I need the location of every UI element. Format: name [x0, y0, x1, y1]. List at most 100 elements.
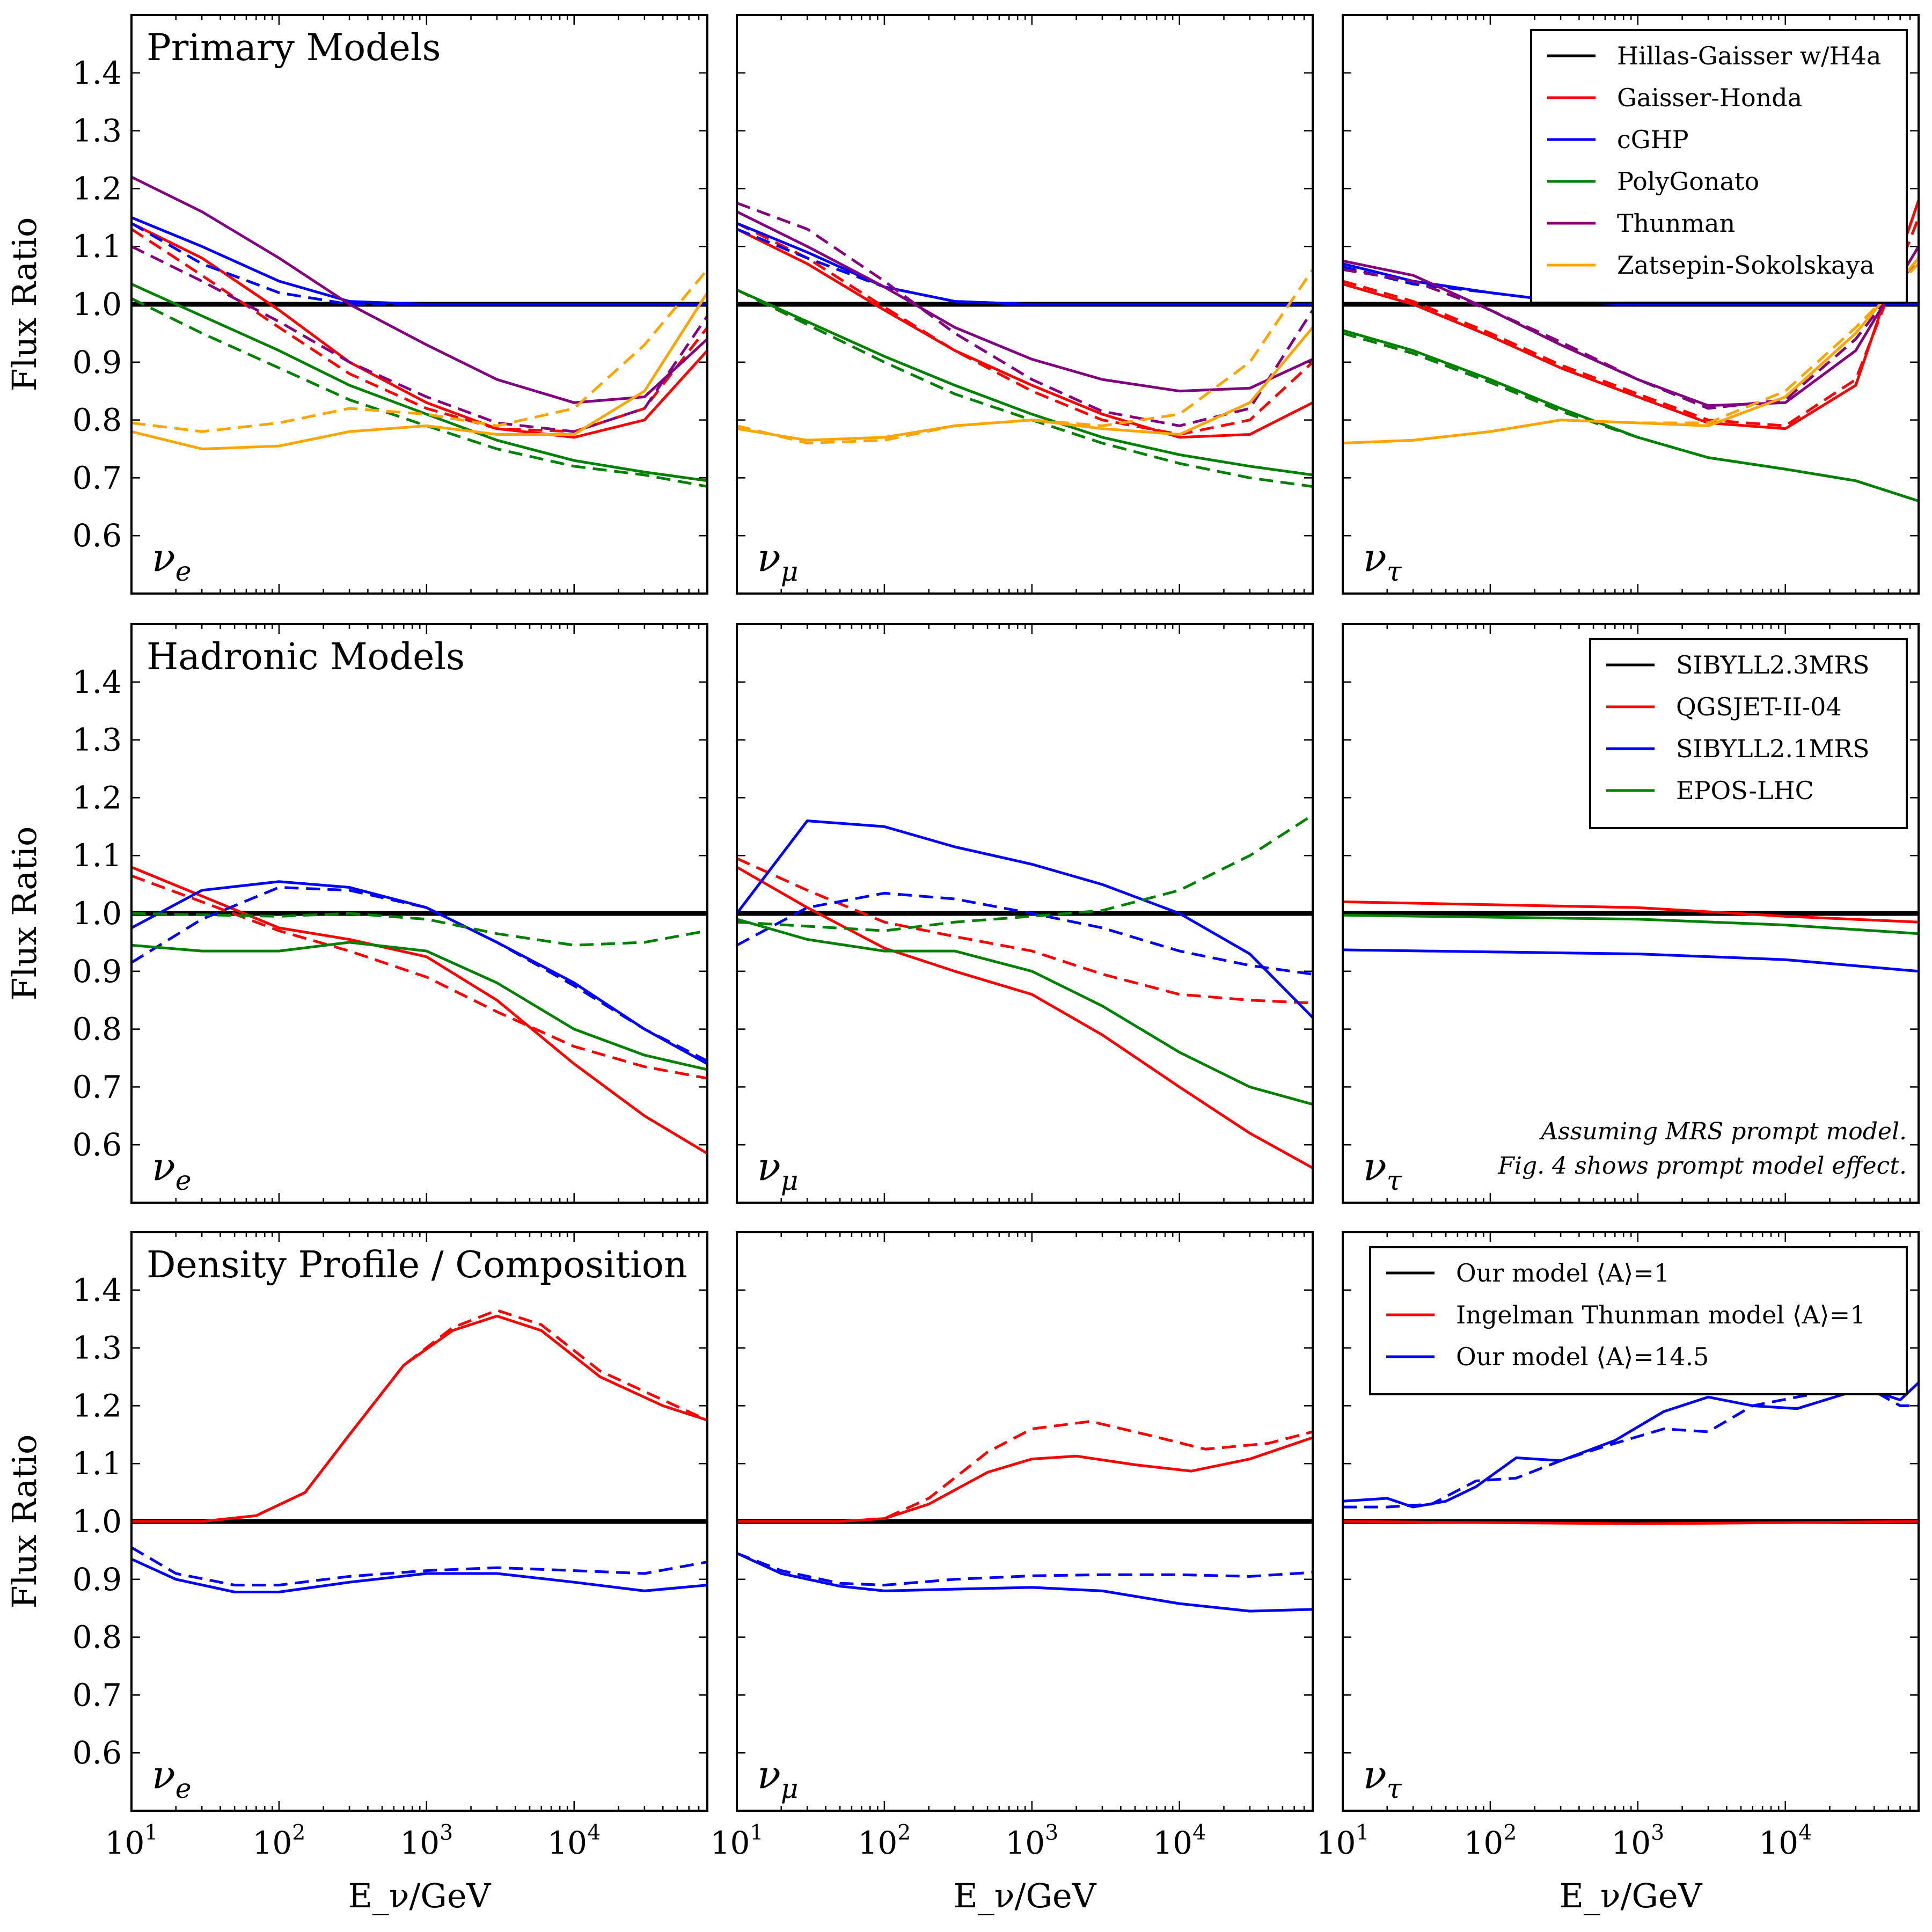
series-line-3-dashed [131, 228, 707, 433]
series-line-2-solid [737, 866, 1313, 1169]
legend-box [1589, 638, 1908, 829]
flavor-label: νe [152, 1752, 192, 1804]
series-group [737, 201, 1313, 488]
legend-label: Our model ⟨A⟩=14.5 [1456, 1342, 1709, 1371]
y-tick-label: 1.2 [72, 1387, 122, 1424]
panel-r1-c1: 0.6 0.7 0.8 0.9 1.0 1.1 1.2 1.3 1.4 νe Primary Mod… [5, 14, 708, 595]
y-tick-label: 1.0 [72, 286, 122, 323]
x-tick-label-exp: 2 [1503, 1820, 1517, 1845]
series-line-6-solid [131, 941, 707, 1071]
series-line-4-solid [737, 1552, 1313, 1613]
y-tick-label: 1.1 [72, 837, 122, 874]
series-line-3-dashed [737, 1420, 1313, 1523]
y-tick-label: 0.9 [72, 953, 122, 990]
series-line-5-dashed [131, 1546, 707, 1587]
y-tick-label: 0.9 [72, 344, 122, 380]
legend-label: QGSJET-II-04 [1676, 692, 1842, 721]
y-tick-label: 0.9 [72, 1561, 122, 1598]
legend-label: Gaisser-Honda [1617, 83, 1802, 112]
x-tick-label-base: 10 [858, 1825, 897, 1861]
series-group [131, 175, 707, 488]
y-tick-label: 1.4 [72, 1272, 122, 1308]
legend-label: SIBYLL2.3MRS [1676, 650, 1870, 679]
panel-r2-c3: ντ SIBYLL2.3MRS QGSJET-II-04 SIBYLL2.1MRS EP… [1342, 623, 1920, 1204]
legend-label: SIBYLL2.1MRS [1676, 734, 1870, 763]
legend-label: PolyGonato [1617, 167, 1759, 196]
y-tick-label: 0.8 [72, 402, 122, 438]
legend-label: Our model ⟨A⟩=1 [1456, 1258, 1670, 1287]
flavor-label: ντ [1363, 535, 1402, 587]
series-group [1343, 900, 1919, 973]
x-tick-label-base: 10 [105, 1825, 145, 1861]
series-line-3-dashed [737, 222, 1313, 436]
series-line-7-dashed [1343, 332, 1919, 502]
y-tick-label: 0.6 [72, 1735, 122, 1771]
y-tick-label: 1.3 [72, 113, 122, 149]
x-tick-label-exp: 1 [144, 1820, 158, 1845]
x-tick-label-exp: 1 [1356, 1820, 1369, 1845]
x-tick-label-base: 10 [400, 1825, 440, 1861]
x-tick-label-exp: 3 [1045, 1820, 1058, 1845]
series-line-11-dashed [737, 268, 1313, 445]
x-tick-label-exp: 1 [750, 1820, 763, 1845]
flavor-label-base: ν [152, 1144, 175, 1189]
series-line-8-solid [737, 210, 1313, 393]
series-line-2-solid [737, 228, 1313, 439]
x-tick-label-exp: 2 [292, 1820, 305, 1845]
x-tick-label: 103 [1005, 1820, 1058, 1861]
flavor-label-sub: μ [781, 1165, 799, 1196]
flavor-label-base: ν [757, 1144, 781, 1189]
y-tick-label: 0.6 [72, 1126, 122, 1163]
x-tick-label: 103 [1611, 1820, 1664, 1861]
x-tick-label: 102 [1463, 1820, 1517, 1861]
y-tick-label: 1.0 [72, 895, 122, 932]
y-tick-label: 1.0 [72, 1503, 122, 1540]
y-tick-label: 0.8 [72, 1619, 122, 1656]
series-line-5-dashed [131, 886, 707, 1063]
legend-label: Zatsepin-Sokolskaya [1617, 251, 1875, 280]
x-tick-label-exp: 4 [1192, 1820, 1206, 1845]
y-tick-label: 1.1 [72, 228, 122, 265]
series-line-4-solid [737, 819, 1313, 1019]
series-group [737, 814, 1313, 1169]
flavor-label-base: ν [152, 535, 175, 580]
y-tick-label: 1.4 [72, 55, 122, 91]
y-tick-label: 0.6 [72, 517, 122, 554]
annotation-note: Assuming MRS prompt model. [1539, 1118, 1907, 1145]
series-line-8-solid [1343, 245, 1919, 407]
flavor-label-sub: e [175, 1773, 192, 1804]
series-line-2-solid [131, 866, 707, 1155]
series-line-10-solid [737, 326, 1313, 442]
series-group [1343, 200, 1919, 502]
legend-label: Thunman [1617, 209, 1735, 238]
series-line-5-dashed [131, 222, 707, 306]
legend: Hillas-Gaisser w/H4a Gaisser-Honda cGHP Pol… [1530, 29, 1908, 304]
flavor-label-sub: e [175, 1165, 192, 1196]
series-line-4-solid [131, 216, 707, 306]
flavor-label: νμ [757, 535, 799, 587]
panel-frame [1342, 623, 1920, 1204]
x-axis-label: E_ν/GeV [1560, 1876, 1703, 1915]
x-axis-label: E_ν/GeV [348, 1876, 492, 1915]
y-tick-label: 1.4 [72, 664, 122, 700]
series-line-10-solid [131, 292, 707, 450]
series-line-4-solid [131, 1557, 707, 1593]
y-tick-label: 0.7 [72, 459, 122, 496]
x-tick-label: 101 [711, 1820, 764, 1861]
series-line-2-solid [131, 222, 707, 439]
x-axis-label: E_ν/GeV [954, 1876, 1097, 1915]
panel-frame [1342, 1231, 1920, 1812]
x-tick-label-base: 10 [1005, 1825, 1045, 1861]
x-tick-label-base: 10 [1153, 1825, 1192, 1861]
y-tick-label: 1.2 [72, 779, 122, 816]
panel-frame [130, 623, 708, 1204]
panel-r1-c2: νμ [736, 14, 1314, 595]
x-tick-label: 103 [400, 1820, 453, 1861]
legend-label: Hillas-Gaisser w/H4a [1617, 41, 1881, 70]
flavor-label-sub: μ [781, 555, 799, 587]
series-line-6-solid [131, 283, 707, 482]
series-line-6-solid [737, 288, 1313, 477]
